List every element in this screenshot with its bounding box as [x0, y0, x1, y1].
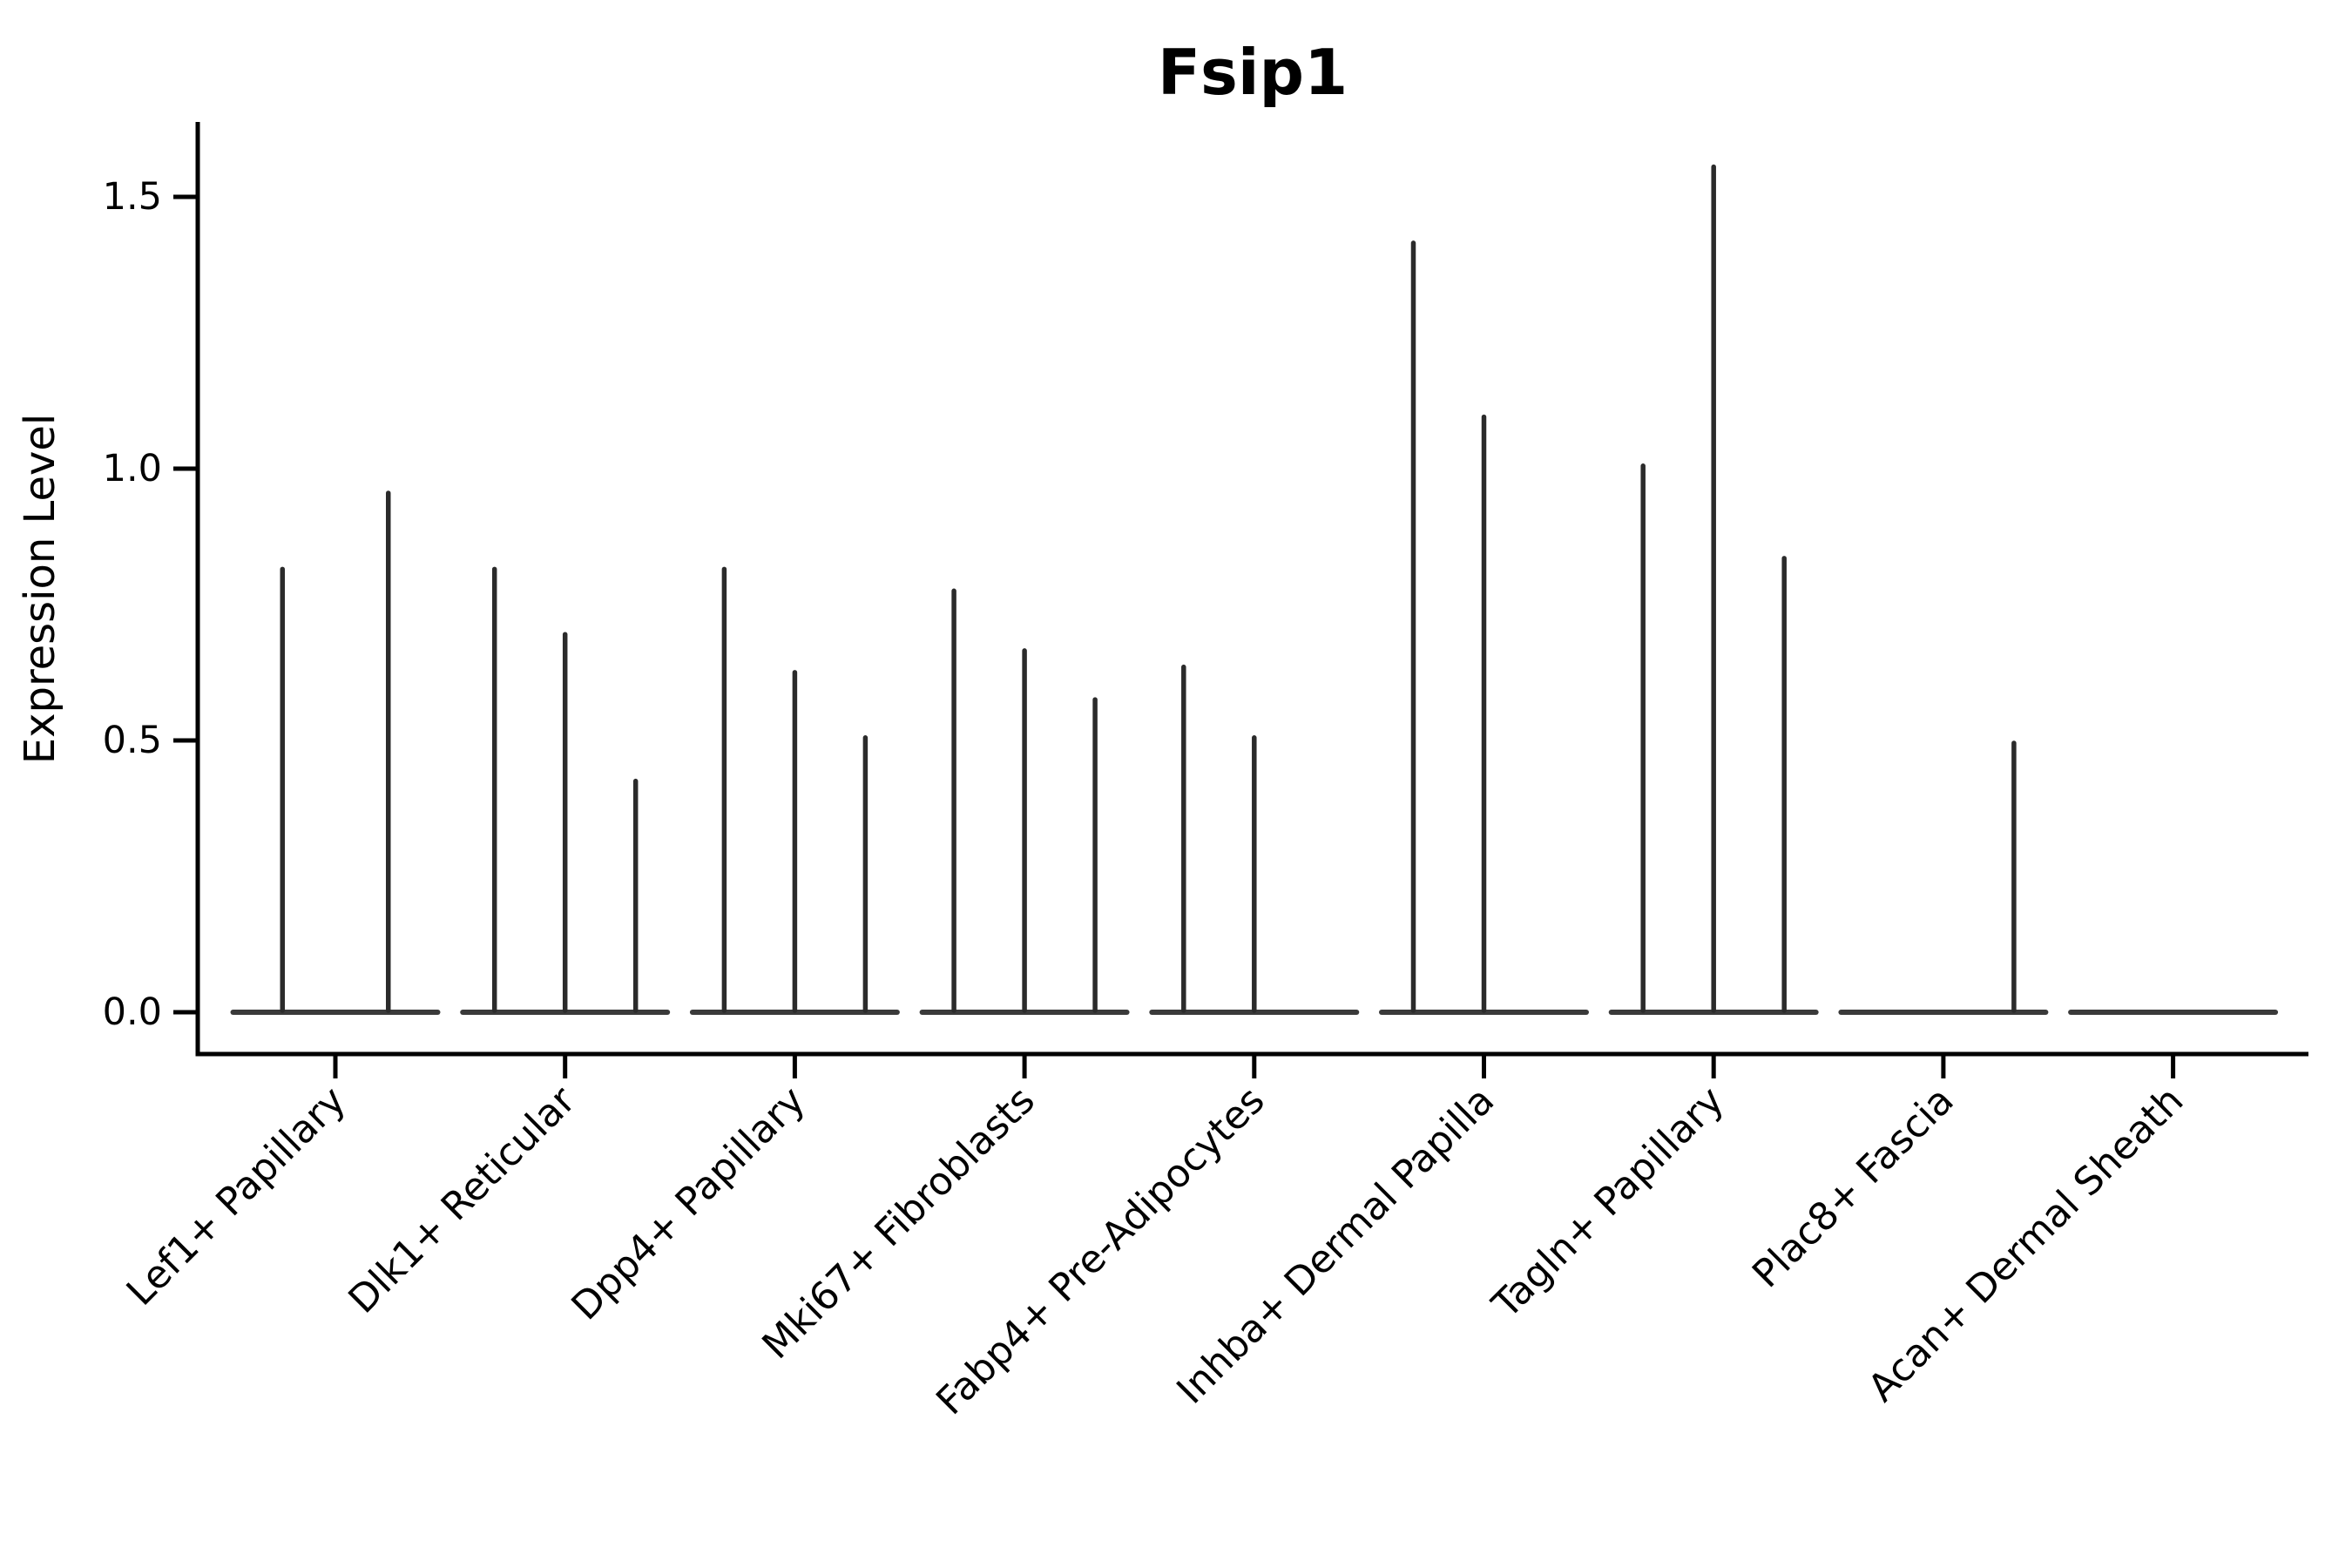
chart-title: Fsip1 — [1158, 36, 1348, 109]
axis-spine — [195, 122, 2308, 1057]
x-tick-label: Dpp4+ Papillary — [564, 1078, 814, 1329]
x-tick-label: Dlk1+ Reticular — [341, 1078, 585, 1322]
y-tick-label: 0.5 — [103, 719, 162, 762]
y-axis: 0.0 0.5 1.0 1.5 — [103, 175, 198, 1034]
axes-spines — [195, 122, 2308, 1057]
x-tick-label: Lef1+ Papillary — [118, 1078, 355, 1315]
y-tick-label: 1.0 — [103, 447, 162, 490]
violins — [230, 164, 2279, 1015]
x-tick-label: Plac8+ Fascia — [1744, 1078, 1963, 1297]
y-tick-label: 1.5 — [103, 175, 162, 219]
x-tick-label: Tagln+ Papillary — [1484, 1078, 1733, 1328]
y-tick-label: 0.0 — [103, 990, 162, 1034]
y-axis-label: Expression Level — [16, 414, 64, 765]
